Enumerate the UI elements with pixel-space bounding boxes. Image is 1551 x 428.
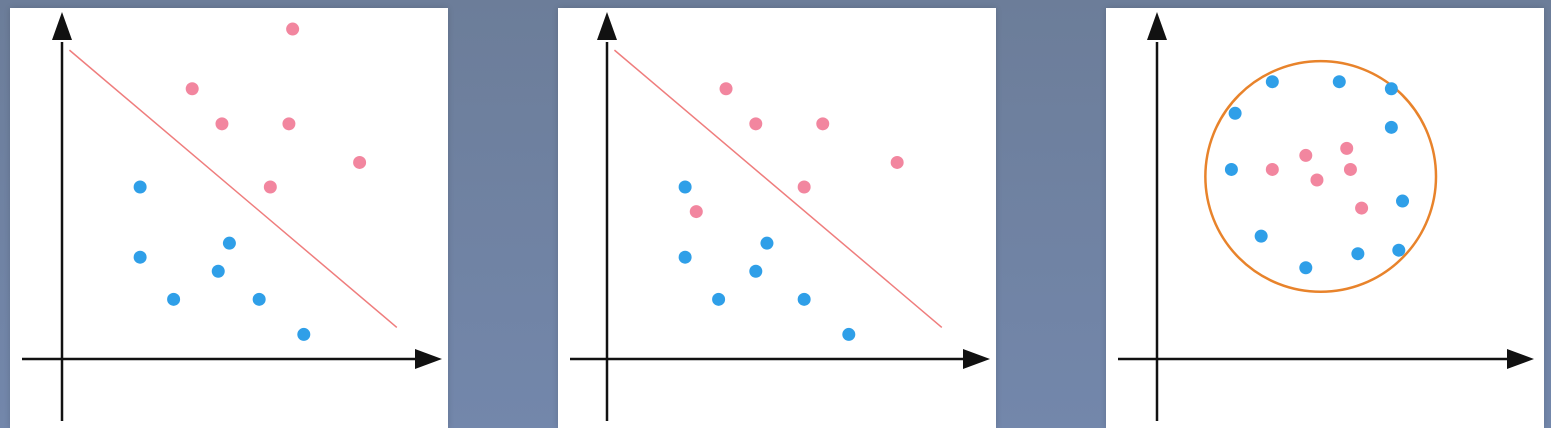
data-point-series-2-4 — [749, 264, 763, 278]
chart-panel-linear-separable — [10, 8, 448, 428]
data-point-series-2-5 — [1384, 120, 1398, 134]
data-point-series-2-2 — [222, 236, 236, 250]
x-axis-arrow-icon — [415, 349, 442, 369]
scatter-chart-1 — [22, 12, 442, 421]
data-point-series-2-7 — [1396, 194, 1410, 208]
data-point-series-2-11 — [1392, 243, 1406, 257]
y-axis-arrow-icon — [597, 12, 617, 40]
data-point-series-1-4 — [890, 155, 904, 169]
data-point-series-1-6 — [1355, 201, 1369, 215]
data-point-series-2-2 — [760, 236, 774, 250]
x-axis-arrow-icon — [963, 349, 990, 369]
data-point-series-2-5 — [712, 292, 726, 306]
data-point-series-2-6 — [252, 292, 266, 306]
data-point-series-1-1 — [1299, 148, 1313, 162]
data-point-series-1-3 — [1265, 162, 1279, 176]
data-point-series-1-1 — [719, 82, 733, 96]
data-point-series-2-4 — [1228, 106, 1242, 120]
data-point-series-1-2 — [1340, 141, 1354, 155]
data-point-series-2-4 — [211, 264, 225, 278]
chart-panel-circular-boundary — [1106, 8, 1544, 428]
data-point-series-2-3 — [133, 250, 147, 264]
data-point-series-2-5 — [167, 292, 181, 306]
chart-panel-one-outlier — [558, 8, 996, 428]
data-point-series-2-7 — [297, 327, 311, 341]
data-point-series-1-4 — [282, 117, 296, 131]
data-point-series-1-4 — [1310, 173, 1324, 187]
data-point-series-2-10 — [1351, 247, 1365, 261]
data-point-series-2-9 — [1299, 261, 1313, 275]
scatter-chart-2 — [570, 12, 990, 421]
data-point-series-2-1 — [678, 180, 692, 194]
data-point-series-2-8 — [1254, 229, 1268, 243]
data-point-series-1-3 — [816, 117, 830, 131]
data-point-series-2-1 — [133, 180, 147, 194]
data-point-series-1-6 — [263, 180, 277, 194]
data-point-series-1-6 — [689, 205, 703, 219]
y-axis-arrow-icon — [52, 12, 72, 40]
data-point-series-2-3 — [678, 250, 692, 264]
data-point-series-2-7 — [842, 327, 856, 341]
decision-boundary-circle — [1204, 59, 1438, 294]
x-axis-arrow-icon — [1507, 349, 1534, 369]
data-point-series-1-5 — [1343, 162, 1357, 176]
data-point-series-2-3 — [1384, 82, 1398, 96]
data-point-series-1-5 — [797, 180, 811, 194]
data-point-series-2-2 — [1332, 75, 1346, 89]
data-point-series-1-1 — [286, 22, 300, 36]
decision-boundary-line — [68, 49, 398, 328]
data-point-series-2-1 — [1265, 75, 1279, 89]
scatter-chart-3 — [1118, 12, 1534, 421]
data-point-series-2-6 — [1224, 162, 1238, 176]
decision-boundary-line — [613, 49, 943, 328]
data-point-series-1-2 — [749, 117, 763, 131]
data-point-series-1-2 — [185, 82, 199, 96]
y-axis-arrow-icon — [1147, 12, 1167, 40]
data-point-series-1-5 — [353, 155, 367, 169]
data-point-series-1-3 — [215, 117, 229, 131]
data-point-series-2-6 — [797, 292, 811, 306]
